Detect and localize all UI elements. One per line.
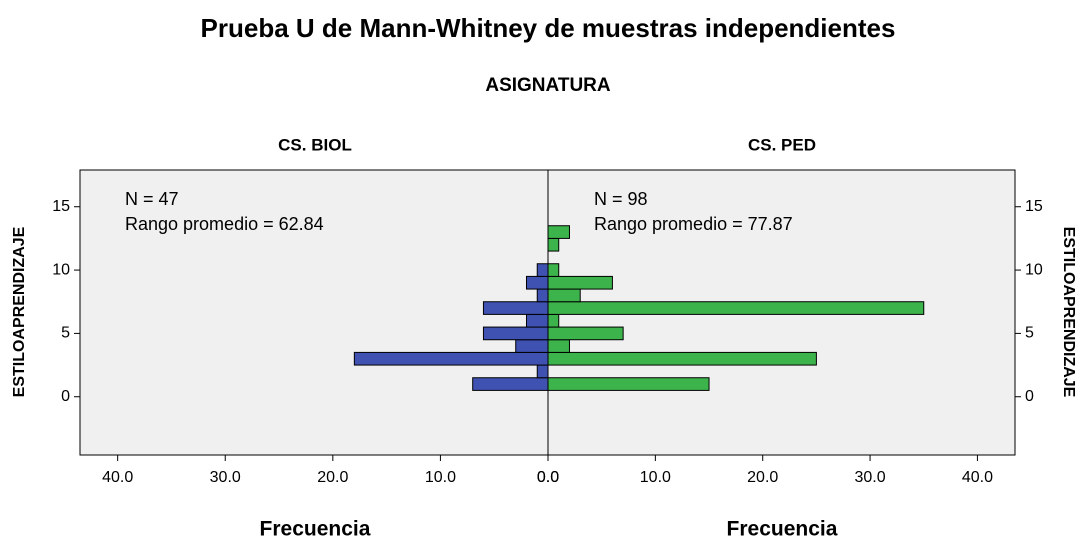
bar: [482, 326, 549, 341]
panel-title: CS. BIOL: [278, 135, 352, 154]
x-tick-label: 40.0: [102, 469, 133, 486]
bar: [547, 339, 570, 353]
bar: [353, 351, 549, 366]
bar: [547, 275, 613, 290]
annotation: Rango promedio = 77.87: [594, 214, 793, 234]
y-axis-label-right: ESTILOAPRENDIZAJE: [1060, 227, 1077, 398]
bar: [547, 263, 560, 277]
chart-title: Prueba U de Mann-Whitney de muestras ind…: [201, 13, 896, 43]
bar: [515, 339, 549, 353]
y-tick-label: 5: [61, 325, 70, 342]
annotation: Rango promedio = 62.84: [125, 214, 324, 234]
bar: [536, 263, 549, 277]
y-axis-label: ESTILOAPRENDIZAJE: [11, 226, 28, 397]
bar: [547, 288, 581, 303]
bar: [547, 237, 560, 252]
x-axis-label: Frecuencia: [260, 518, 371, 541]
x-tick-label: 10.0: [640, 469, 671, 486]
x-tick-label: 0.0: [537, 469, 559, 486]
annotation: N = 47: [125, 189, 179, 209]
x-axis-label: Frecuencia: [727, 518, 838, 541]
panel-title: CS. PED: [748, 135, 816, 154]
y-tick-label: 0: [61, 388, 70, 405]
x-tick-label: 20.0: [317, 469, 348, 486]
bar: [547, 377, 710, 391]
bar: [536, 288, 549, 303]
bar: [472, 377, 549, 391]
bar: [525, 275, 549, 290]
bar: [536, 364, 549, 379]
bar: [547, 225, 570, 239]
y-tick-label: 15: [1025, 198, 1043, 215]
bar: [547, 351, 817, 366]
bar: [547, 326, 624, 341]
y-tick-label: 10: [52, 261, 70, 278]
x-tick-label: 0.0: [537, 469, 559, 486]
bar: [547, 313, 560, 328]
y-tick-label: 5: [1025, 325, 1034, 342]
y-tick-label: 10: [1025, 261, 1043, 278]
bar: [547, 301, 925, 315]
y-tick-label: 15: [52, 198, 70, 215]
y-tick-label: 0: [1025, 388, 1034, 405]
x-tick-label: 20.0: [747, 469, 778, 486]
annotation: N = 98: [594, 189, 648, 209]
chart-subtitle: ASIGNATURA: [485, 75, 611, 96]
bar: [482, 301, 549, 315]
x-tick-label: 30.0: [210, 469, 241, 486]
x-tick-label: 10.0: [425, 469, 456, 486]
x-tick-label: 40.0: [962, 469, 993, 486]
x-tick-label: 30.0: [854, 469, 885, 486]
bar: [525, 313, 549, 328]
